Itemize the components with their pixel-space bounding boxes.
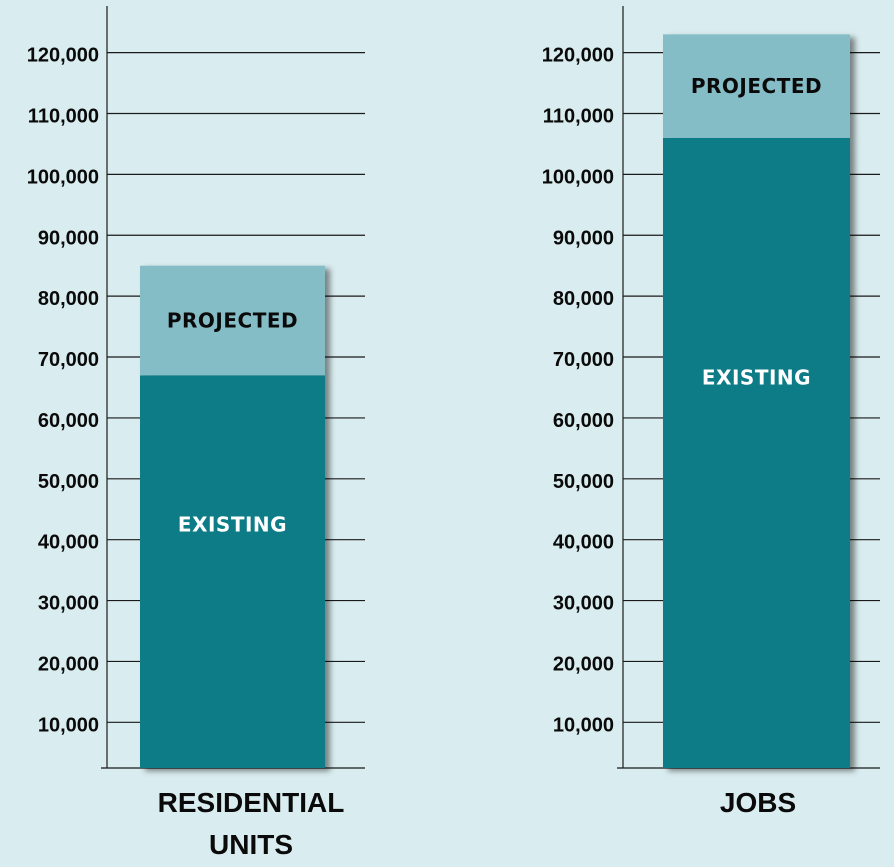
- y-tick-label: 100,000: [542, 166, 614, 188]
- y-tick-label: 70,000: [38, 349, 99, 371]
- stacked-bar: [663, 34, 850, 769]
- y-tick-label: 50,000: [553, 471, 614, 493]
- segment-label-existing: EXISTING: [178, 513, 287, 537]
- y-tick-label: 60,000: [553, 410, 614, 432]
- y-tick-label: 80,000: [553, 288, 614, 310]
- y-tick-label: 40,000: [553, 532, 614, 554]
- y-tick-label: 60,000: [38, 410, 99, 432]
- y-tick-label: 80,000: [38, 288, 99, 310]
- segment-label-projected: PROJECTED: [691, 74, 822, 98]
- y-tick-label: 90,000: [553, 227, 614, 249]
- y-tick-label: 20,000: [38, 653, 99, 675]
- y-tick-label: 100,000: [27, 166, 99, 188]
- y-tick-label: 20,000: [553, 653, 614, 675]
- y-tick-label: 30,000: [38, 593, 99, 615]
- y-tick-label: 50,000: [38, 471, 99, 493]
- chart-panel-1: 10,000 20,000 30,000 40,000 50,000 60,000 70,0…: [27, 6, 365, 860]
- bar-segment-projected: [140, 265, 325, 376]
- y-tick-label: 120,000: [27, 45, 99, 67]
- bar-segment-existing: [140, 375, 325, 768]
- y-tick-label: 10,000: [553, 714, 614, 736]
- y-tick-label: 110,000: [28, 106, 99, 128]
- chart-panel-2: 10,000 20,000 30,000 40,000 50,000 60,000 70,0…: [542, 6, 880, 818]
- bar-segment-existing: [663, 137, 850, 769]
- stacked-bar: [140, 265, 325, 768]
- segment-label-existing: EXISTING: [702, 365, 811, 389]
- category-label: RESIDENTIAL: [158, 787, 345, 818]
- y-tick-label: 40,000: [38, 532, 99, 554]
- y-tick-label: 90,000: [38, 227, 99, 249]
- y-tick-label: 110,000: [543, 106, 614, 128]
- y-tick-label: 10,000: [38, 714, 99, 736]
- category-label: JOBS: [720, 787, 796, 818]
- category-label: UNITS: [209, 829, 293, 860]
- y-tick-label: 30,000: [553, 593, 614, 615]
- y-tick-label: 70,000: [553, 349, 614, 371]
- segment-label-projected: PROJECTED: [167, 309, 298, 333]
- bar-segment-projected: [663, 34, 850, 138]
- y-tick-label: 120,000: [542, 45, 614, 67]
